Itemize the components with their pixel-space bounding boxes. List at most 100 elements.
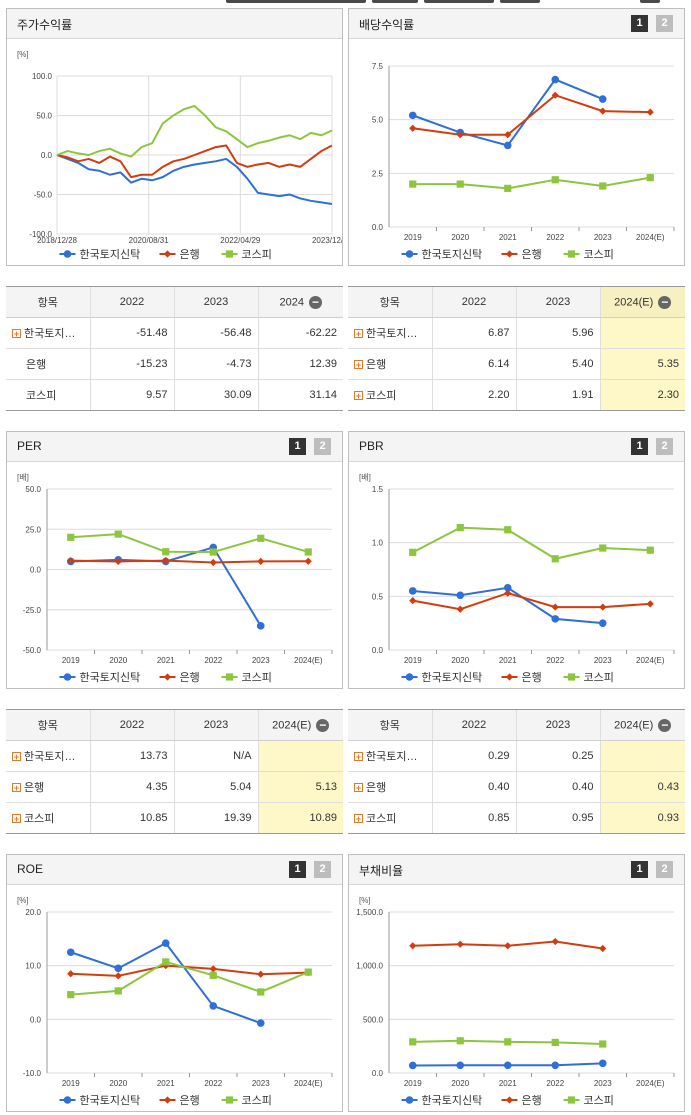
legend-item-company: 한국토지신탁	[401, 671, 482, 684]
value-cell: 30.09	[173, 379, 258, 411]
legend-item-company: 한국토지신탁	[59, 671, 141, 684]
expand-plus-icon[interactable]: +	[12, 328, 21, 339]
value-cell	[599, 317, 685, 349]
legend-label: 은행	[522, 671, 542, 684]
expand-plus-icon[interactable]: +	[354, 328, 363, 339]
y-tick-label: -50.0	[23, 646, 42, 655]
data-point	[551, 176, 559, 184]
panel-header: PBR 1 2	[349, 432, 684, 462]
legend-label: 한국토지신탁	[422, 1094, 483, 1107]
row-label-cell: + 은행	[6, 771, 90, 803]
series-company	[408, 1059, 607, 1070]
page-1-button[interactable]: 1	[631, 861, 648, 878]
y-tick-label: 0.0	[372, 1069, 384, 1078]
series-kospi	[67, 958, 312, 999]
top-tab-stub[interactable]	[500, 0, 540, 3]
value-cell: 9.57	[89, 379, 174, 411]
data-point	[67, 533, 75, 541]
y-tick-label: 1,500.0	[356, 908, 383, 917]
expand-plus-icon[interactable]: +	[12, 751, 21, 762]
data-point	[405, 673, 414, 681]
page-2-button[interactable]: 2	[656, 861, 673, 878]
data-point	[256, 622, 265, 630]
data-point	[163, 250, 172, 258]
x-tick-label: 2023	[594, 233, 612, 242]
collapse-icon[interactable]: −	[658, 295, 672, 309]
data-point	[551, 91, 559, 99]
column-header-collapsible[interactable]: 2024(E) −	[599, 709, 685, 741]
top-tab-stub[interactable]	[372, 0, 418, 3]
page-1-button[interactable]: 1	[289, 438, 306, 455]
top-tab-stub[interactable]	[424, 0, 494, 3]
column-header: 항목	[6, 709, 90, 741]
x-tick-label: 2019	[404, 656, 422, 665]
legend-item-kospi: 코스피	[563, 248, 614, 261]
legend-label: 은행	[180, 248, 200, 261]
data-point	[63, 673, 72, 681]
y-tick-label: 0.0	[30, 566, 42, 575]
data-point	[599, 944, 607, 953]
column-header-collapsible[interactable]: 2024(E) −	[599, 286, 685, 318]
data-point	[409, 597, 417, 605]
row-label: 코스피	[366, 813, 397, 825]
data-point	[257, 970, 265, 978]
panel-header: 배당수익률 1 2	[349, 9, 684, 39]
collapse-icon[interactable]: −	[316, 718, 330, 732]
panel-title: 부채비율	[359, 864, 404, 878]
table-row: 코스피 9.57 30.09 31.14	[6, 379, 343, 411]
column-header-label: 2024(E)	[272, 718, 312, 731]
dividend-chart-panel: 배당수익률 1 2 7.5 5.0 2.5 0.0 2019 2020 2021 2022 20…	[348, 8, 685, 266]
legend-item-company: 한국토지신탁	[59, 1094, 140, 1107]
expand-plus-icon[interactable]: +	[354, 390, 363, 401]
legend-label: 한국토지신탁	[80, 671, 141, 684]
data-point	[456, 180, 464, 188]
page-1-button[interactable]: 1	[289, 861, 306, 878]
collapse-icon[interactable]: −	[658, 718, 672, 732]
column-header: 항목	[6, 286, 90, 318]
value-cell	[257, 740, 343, 772]
expand-plus-icon[interactable]: +	[354, 813, 363, 824]
y-tick-label: 0.0	[30, 1015, 42, 1024]
data-point	[567, 673, 576, 681]
series-company	[408, 583, 607, 627]
expand-plus-icon[interactable]: +	[12, 813, 21, 824]
expand-plus-icon[interactable]: +	[12, 782, 21, 793]
x-tick-label: 2020	[109, 1079, 127, 1088]
page-1-button[interactable]: 1	[631, 438, 648, 455]
table-row: + 코스피 10.85 19.39 10.89	[6, 802, 343, 834]
value-cell: 0.95	[515, 802, 600, 834]
top-tab-stub[interactable]	[226, 0, 366, 3]
page-2-button[interactable]: 2	[656, 15, 673, 32]
data-point	[456, 524, 464, 532]
row-label-cell: + 한국토지…	[348, 317, 432, 349]
value-cell: 5.35	[599, 348, 685, 380]
panel-title: 배당수익률	[359, 18, 415, 32]
column-header-collapsible[interactable]: 2024(E) −	[257, 709, 343, 741]
value-cell: 10.89	[257, 802, 343, 834]
data-point	[646, 600, 654, 608]
page-1-button[interactable]: 1	[631, 15, 648, 32]
x-tick-label: 2022	[204, 656, 222, 665]
page-2-button[interactable]: 2	[314, 861, 331, 878]
data-point	[114, 964, 123, 973]
column-header-collapsible[interactable]: 2024 −	[257, 286, 343, 318]
expand-plus-icon[interactable]: +	[354, 751, 363, 762]
y-tick-label: 0.0	[41, 151, 53, 160]
x-tick-label: 2020	[109, 656, 127, 665]
value-cell: -51.48	[89, 317, 174, 349]
table-row: + 은행 4.35 5.04 5.13	[6, 771, 343, 803]
column-header: 2022	[89, 709, 174, 741]
value-cell: 5.13	[257, 771, 343, 803]
top-tab-stub[interactable]	[640, 0, 660, 3]
data-point	[551, 1061, 560, 1070]
expand-plus-icon[interactable]: +	[354, 359, 363, 370]
data-point	[599, 182, 607, 190]
legend-label: 코스피	[584, 248, 614, 261]
y-tick-label: 50.0	[25, 485, 41, 494]
collapse-icon[interactable]: −	[309, 295, 323, 309]
column-header: 2023	[173, 709, 258, 741]
value-cell: 19.39	[173, 802, 258, 834]
page-2-button[interactable]: 2	[656, 438, 673, 455]
expand-plus-icon[interactable]: +	[354, 782, 363, 793]
page-2-button[interactable]: 2	[314, 438, 331, 455]
